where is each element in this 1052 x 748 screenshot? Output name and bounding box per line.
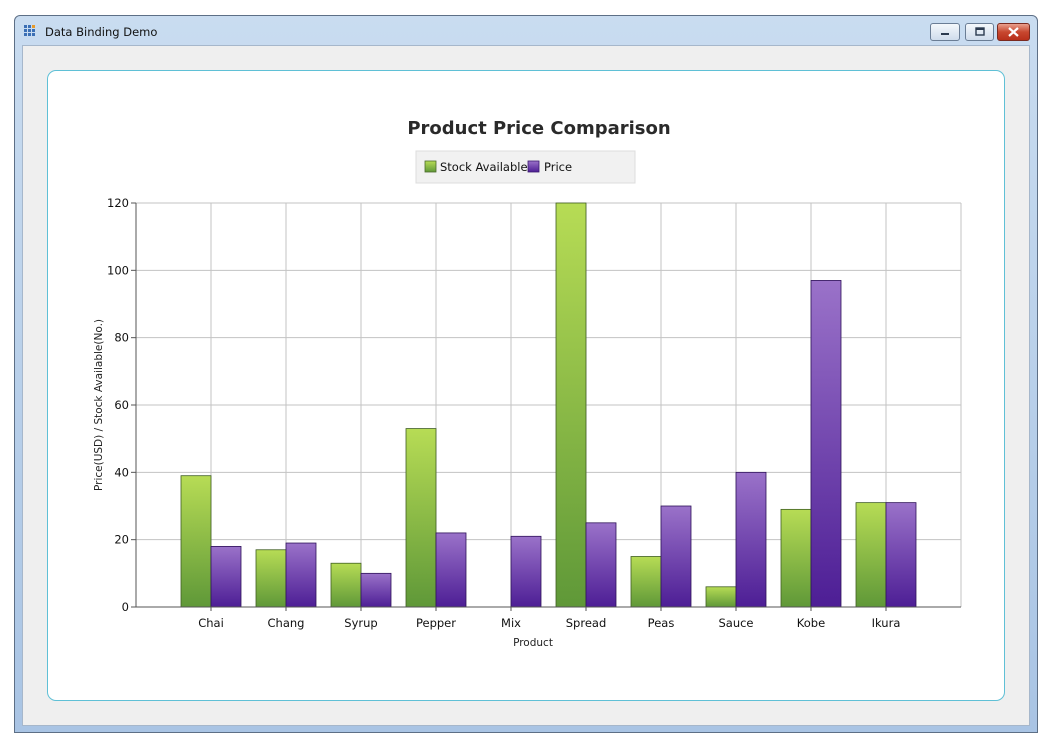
legend: Stock Available Price bbox=[415, 150, 636, 184]
y-tick-label: 0 bbox=[122, 600, 129, 614]
client-area: Product Price Comparison Stock Available… bbox=[22, 45, 1030, 726]
bar-stock-chai bbox=[180, 475, 212, 608]
chart-panel: Product Price Comparison Stock Available… bbox=[47, 70, 1005, 701]
close-button[interactable] bbox=[997, 23, 1030, 41]
x-tick-label-pepper: Pepper bbox=[416, 616, 456, 630]
chart-title: Product Price Comparison bbox=[407, 118, 670, 139]
bar-price-chang bbox=[285, 542, 317, 608]
bar-price-pepper bbox=[435, 532, 467, 608]
y-tick-label: 40 bbox=[114, 465, 129, 479]
bar-price-sauce bbox=[735, 471, 767, 608]
bar-price-kobe bbox=[810, 280, 842, 608]
app-window: Data Binding Demo bbox=[14, 15, 1038, 733]
legend-swatch-price bbox=[527, 160, 540, 173]
y-axis-title: Price(USD) / Stock Available(No.) bbox=[93, 319, 105, 491]
bar-price-chai bbox=[210, 545, 242, 608]
bar-price-ikura bbox=[885, 502, 917, 608]
app-chart-icon bbox=[24, 25, 35, 36]
bar-stock-kobe bbox=[780, 508, 812, 608]
x-tick-label-spread: Spread bbox=[566, 616, 607, 630]
close-icon bbox=[1008, 27, 1019, 37]
bar-stock-pepper bbox=[405, 428, 437, 608]
y-tick-label: 100 bbox=[107, 263, 129, 277]
bar-stock-syrup bbox=[330, 562, 362, 608]
bar-price-syrup bbox=[360, 572, 392, 608]
y-tick-label: 120 bbox=[107, 196, 129, 210]
legend-label-stock: Stock Available bbox=[440, 160, 528, 174]
bar-stock-ikura bbox=[855, 502, 887, 608]
legend-box bbox=[415, 150, 636, 184]
chart: Product Price Comparison Stock Available… bbox=[93, 118, 962, 649]
bars bbox=[180, 202, 917, 608]
window-title: Data Binding Demo bbox=[45, 25, 158, 39]
x-tick-label-chai: Chai bbox=[198, 616, 224, 630]
x-tick-label-sauce: Sauce bbox=[718, 616, 753, 630]
maximize-button[interactable] bbox=[965, 23, 994, 41]
bar-stock-spread bbox=[555, 202, 587, 608]
x-tick-label-syrup: Syrup bbox=[344, 616, 377, 630]
y-tick-label: 80 bbox=[114, 331, 129, 345]
legend-label-price: Price bbox=[544, 160, 572, 174]
bar-stock-peas bbox=[630, 556, 662, 608]
x-tick-label-peas: Peas bbox=[648, 616, 675, 630]
minimize-button[interactable] bbox=[930, 23, 960, 41]
x-tick-label-kobe: Kobe bbox=[797, 616, 825, 630]
y-tick-label: 20 bbox=[114, 533, 129, 547]
axes: 0 20 40 60 80 100 120 Chai Chang Syrup Pepper Mix Sp… bbox=[107, 196, 961, 630]
x-tick-label-mix: Mix bbox=[501, 616, 521, 630]
legend-swatch-stock bbox=[424, 160, 437, 173]
bar-price-peas bbox=[660, 505, 692, 608]
maximize-icon bbox=[975, 27, 985, 36]
x-tick-label-chang: Chang bbox=[268, 616, 305, 630]
title-bar[interactable]: Data Binding Demo bbox=[15, 16, 1037, 46]
y-tick-label: 60 bbox=[114, 398, 129, 412]
minimize-icon bbox=[941, 33, 949, 35]
bar-stock-chang bbox=[255, 549, 287, 608]
bar-price-mix bbox=[510, 535, 542, 608]
x-tick-label-ikura: Ikura bbox=[872, 616, 901, 630]
bar-price-spread bbox=[585, 522, 617, 608]
bar-stock-sauce bbox=[705, 586, 737, 608]
x-axis-title: Product bbox=[513, 637, 553, 649]
